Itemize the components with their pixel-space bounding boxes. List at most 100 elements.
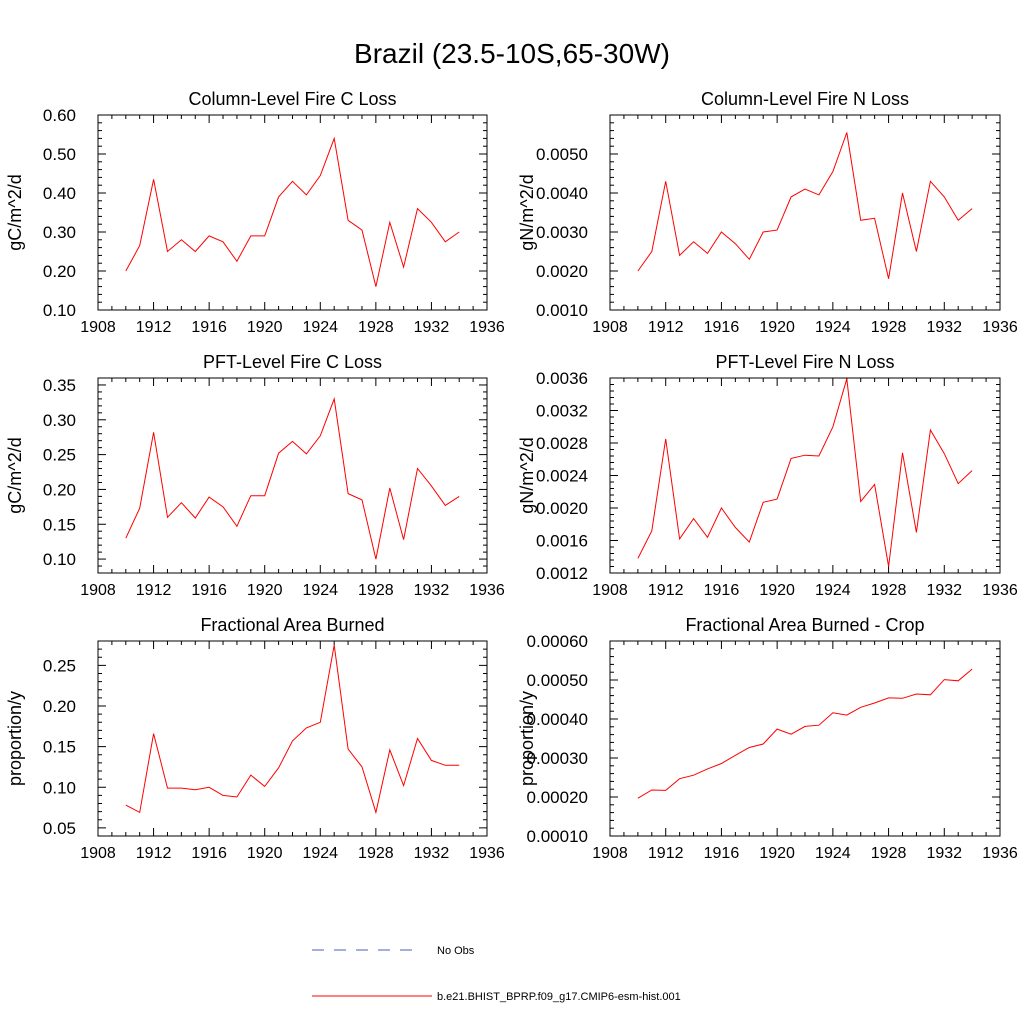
y-tick-label: 0.00060	[527, 632, 588, 651]
y-tick-label: 0.20	[43, 697, 76, 716]
y-tick-label: 0.0020	[536, 499, 588, 518]
y-tick-label: 0.0020	[536, 262, 588, 281]
panel-title: Column-Level Fire C Loss	[188, 89, 396, 109]
figure-title: Brazil (23.5-10S,65-30W)	[354, 38, 670, 69]
plot-frame	[97, 640, 488, 837]
y-tick-label: 0.0010	[536, 301, 588, 320]
x-tick-label: 1916	[191, 319, 227, 336]
series-line	[637, 668, 973, 799]
y-axis-label: gC/m^2/d	[5, 174, 25, 250]
x-tick-label: 1916	[191, 845, 227, 862]
x-tick-label: 1908	[80, 845, 116, 862]
y-tick-label: 0.10	[43, 301, 76, 320]
y-tick-label: 0.25	[43, 656, 76, 675]
y-tick-label: 0.0036	[536, 369, 588, 388]
y-axis-label: gC/m^2/d	[5, 437, 25, 513]
plot-frame	[609, 114, 1001, 311]
y-tick-label: 0.0050	[536, 145, 588, 164]
x-tick-label: 1908	[592, 319, 628, 336]
y-tick-label: 0.10	[43, 550, 76, 569]
chart-panel: PFT-Level Fire C Loss gC/m^2/d 1908 1912 191…	[5, 352, 505, 599]
x-tick-label: 1920	[759, 845, 795, 862]
panel-title: PFT-Level Fire N Loss	[715, 352, 894, 372]
chart-panel: PFT-Level Fire N Loss gN/m^2/d 1908 1912 191…	[517, 352, 1018, 599]
series-line	[637, 132, 973, 279]
x-tick-label: 1928	[358, 319, 394, 336]
x-tick-label: 1924	[815, 319, 851, 336]
plot-frame	[97, 114, 488, 311]
x-tick-label: 1932	[926, 319, 962, 336]
y-tick-label: 0.50	[43, 145, 76, 164]
x-tick-label: 1908	[592, 845, 628, 862]
x-tick-label: 1932	[414, 582, 450, 599]
x-tick-label: 1916	[704, 845, 740, 862]
y-axis-label: proportion/y	[5, 691, 25, 786]
x-tick-label: 1916	[704, 582, 740, 599]
x-tick-label: 1928	[871, 582, 907, 599]
x-tick-label: 1912	[136, 582, 172, 599]
x-tick-label: 1920	[759, 582, 795, 599]
x-tick-label: 1924	[302, 582, 338, 599]
x-tick-label: 1912	[136, 845, 172, 862]
x-tick-label: 1932	[414, 319, 450, 336]
x-tick-label: 1928	[871, 319, 907, 336]
legend: No Obs b.e21.BHIST_BPRP.f09_g17.CMIP6-es…	[312, 945, 681, 1003]
x-tick-label: 1928	[871, 845, 907, 862]
x-tick-label: 1920	[247, 582, 283, 599]
chart-panel: Fractional Area Burned proportion/y 1908 19…	[5, 615, 505, 862]
plot-frame	[97, 377, 488, 574]
x-tick-label: 1936	[469, 845, 505, 862]
x-tick-label: 1912	[648, 319, 684, 336]
y-tick-label: 0.00050	[527, 671, 588, 690]
panel-title: Fractional Area Burned	[200, 615, 384, 635]
legend-model-label: b.e21.BHIST_BPRP.f09_g17.CMIP6-esm-hist.…	[437, 991, 681, 1003]
y-tick-label: 0.20	[43, 480, 76, 499]
chart-panel: Column-Level Fire N Loss gN/m^2/d 1908 1912…	[517, 89, 1018, 336]
chart-panel: Fractional Area Burned - Crop proportion/…	[517, 615, 1018, 862]
x-tick-label: 1932	[414, 845, 450, 862]
x-tick-label: 1908	[80, 582, 116, 599]
legend-obs-label: No Obs	[437, 945, 475, 957]
y-tick-label: 0.00040	[527, 710, 588, 729]
y-tick-label: 0.15	[43, 738, 76, 757]
x-tick-label: 1928	[358, 582, 394, 599]
series-line	[125, 645, 460, 815]
x-tick-label: 1920	[247, 845, 283, 862]
y-tick-label: 0.00030	[527, 749, 588, 768]
y-tick-label: 0.00010	[527, 827, 588, 846]
y-tick-label: 0.15	[43, 515, 76, 534]
y-tick-label: 0.20	[43, 262, 76, 281]
x-tick-label: 1928	[358, 845, 394, 862]
series-line	[125, 396, 460, 560]
x-tick-label: 1912	[648, 582, 684, 599]
y-tick-label: 0.0030	[536, 223, 588, 242]
y-tick-label: 0.00020	[527, 788, 588, 807]
x-tick-label: 1924	[302, 845, 338, 862]
y-tick-label: 0.0024	[536, 467, 588, 486]
y-tick-label: 0.60	[43, 106, 76, 125]
series-line	[125, 136, 460, 287]
x-tick-label: 1920	[247, 319, 283, 336]
x-tick-label: 1936	[469, 582, 505, 599]
x-tick-label: 1924	[815, 582, 851, 599]
y-tick-label: 0.30	[43, 411, 76, 430]
chart-panels: Column-Level Fire C Loss gC/m^2/d 1908 1912…	[5, 89, 1018, 862]
panel-title: Column-Level Fire N Loss	[701, 89, 909, 109]
x-tick-label: 1912	[136, 319, 172, 336]
x-tick-label: 1920	[759, 319, 795, 336]
y-tick-label: 0.0028	[536, 434, 588, 453]
y-tick-label: 0.0032	[536, 402, 588, 421]
x-tick-label: 1908	[80, 319, 116, 336]
panel-title: PFT-Level Fire C Loss	[203, 352, 382, 372]
y-tick-label: 0.0012	[536, 564, 588, 583]
x-tick-label: 1912	[648, 845, 684, 862]
y-tick-label: 0.05	[43, 819, 76, 838]
x-tick-label: 1936	[982, 319, 1018, 336]
series-line	[637, 378, 973, 567]
x-tick-label: 1936	[982, 582, 1018, 599]
x-tick-label: 1924	[815, 845, 851, 862]
y-tick-label: 0.35	[43, 376, 76, 395]
plot-frame	[609, 377, 1001, 574]
x-tick-label: 1908	[592, 582, 628, 599]
